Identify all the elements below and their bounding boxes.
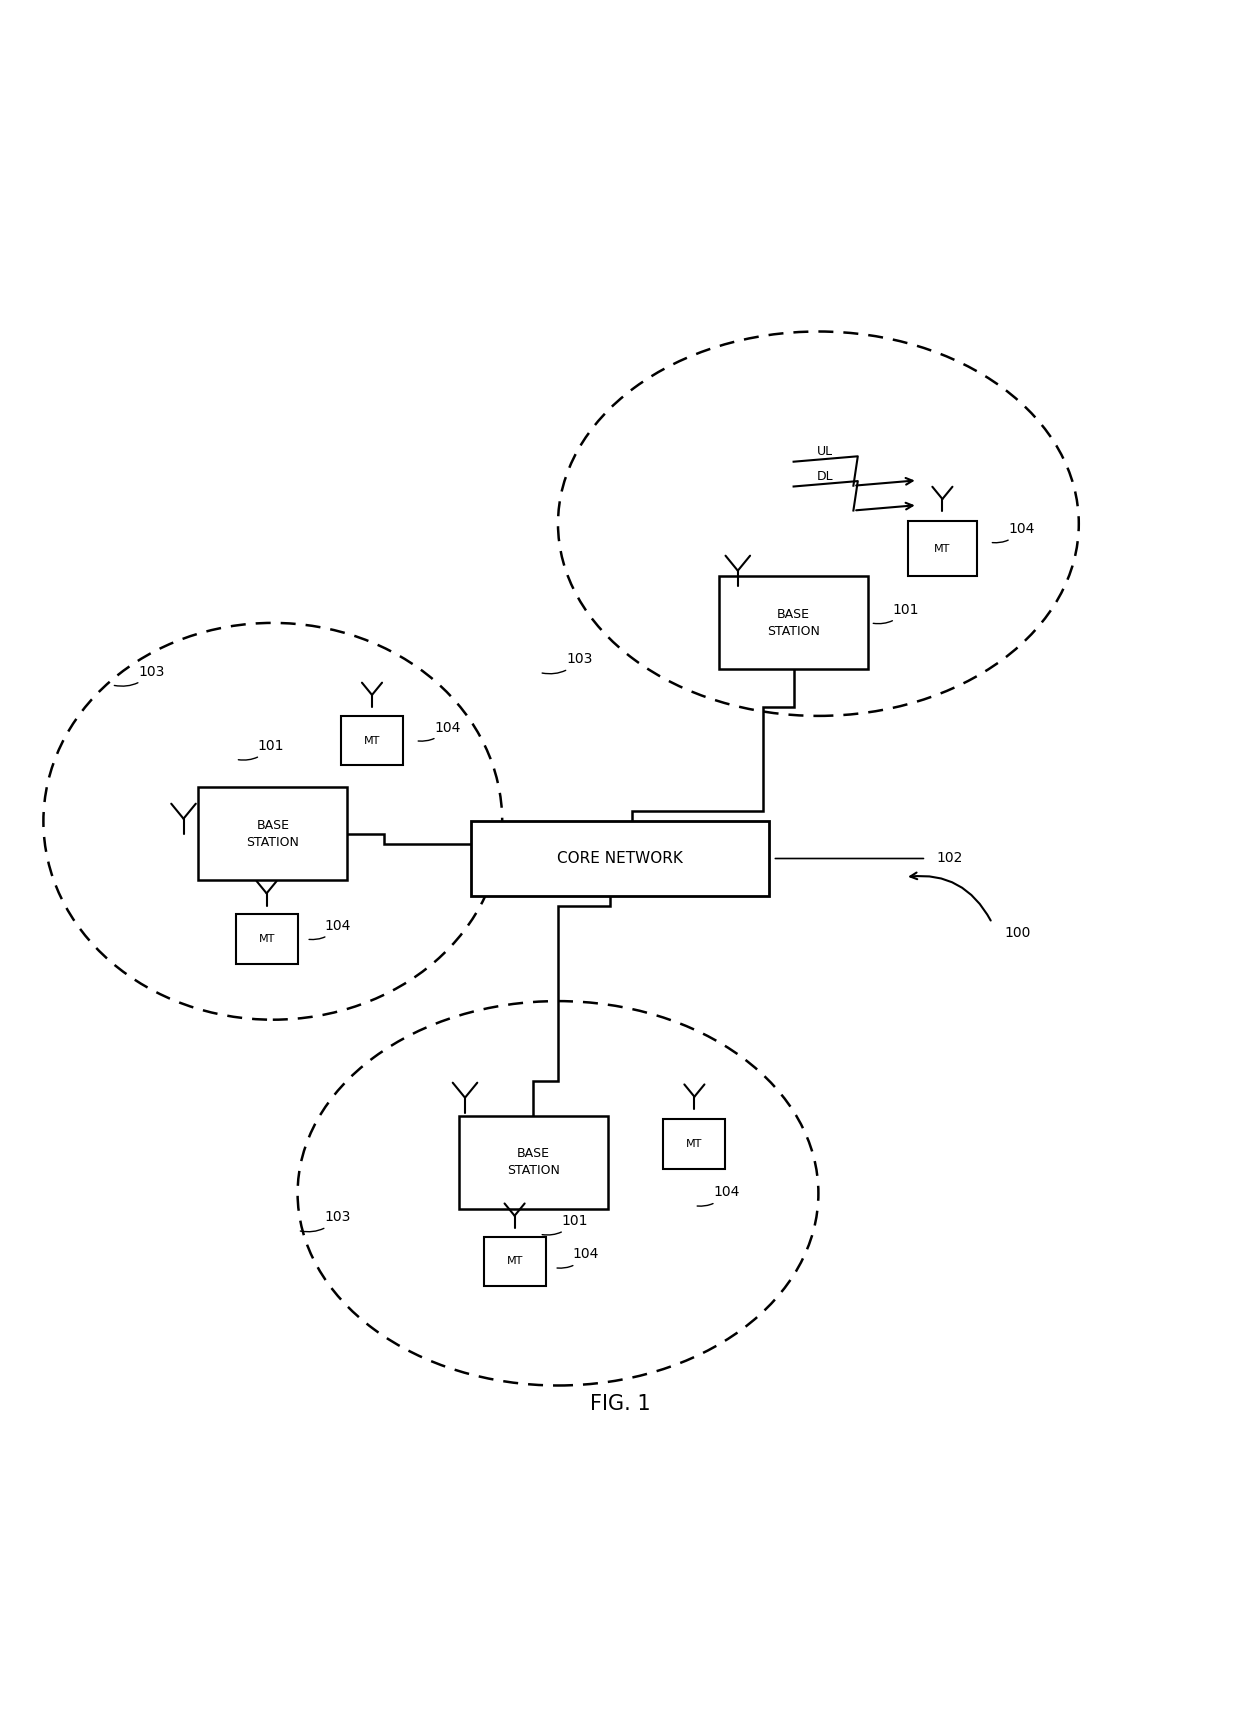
Text: 104: 104	[697, 1185, 739, 1205]
Text: UL: UL	[816, 445, 833, 458]
Bar	[471, 821, 769, 896]
Text: MT: MT	[363, 735, 381, 745]
Text: 103: 103	[114, 664, 165, 687]
Bar	[341, 716, 403, 766]
Text: 104: 104	[992, 522, 1034, 543]
Bar	[484, 1236, 546, 1286]
Text: 103: 103	[300, 1210, 351, 1231]
Text: MT: MT	[258, 934, 275, 944]
Text: BASE
STATION: BASE STATION	[247, 819, 299, 848]
Text: 102: 102	[936, 852, 962, 865]
Text: 100: 100	[1004, 925, 1030, 939]
Text: 104: 104	[557, 1248, 599, 1269]
Text: BASE
STATION: BASE STATION	[507, 1147, 559, 1178]
Bar	[236, 913, 298, 963]
Bar	[908, 520, 977, 577]
Text: FIG. 1: FIG. 1	[590, 1394, 650, 1415]
Text: 104: 104	[309, 919, 351, 939]
Bar	[459, 1116, 608, 1209]
Text: BASE
STATION: BASE STATION	[768, 608, 820, 639]
Text: MT: MT	[934, 544, 951, 553]
Bar	[663, 1119, 725, 1169]
Text: 101: 101	[873, 603, 919, 623]
Text: DL: DL	[816, 470, 833, 482]
Text: MT: MT	[686, 1138, 703, 1149]
Text: 101: 101	[542, 1214, 588, 1235]
Text: 104: 104	[418, 721, 460, 742]
Text: 101: 101	[238, 738, 284, 761]
Bar	[719, 577, 868, 670]
Text: CORE NETWORK: CORE NETWORK	[557, 852, 683, 865]
Text: MT: MT	[506, 1257, 523, 1267]
Bar	[198, 786, 347, 881]
Text: 103: 103	[542, 652, 593, 673]
